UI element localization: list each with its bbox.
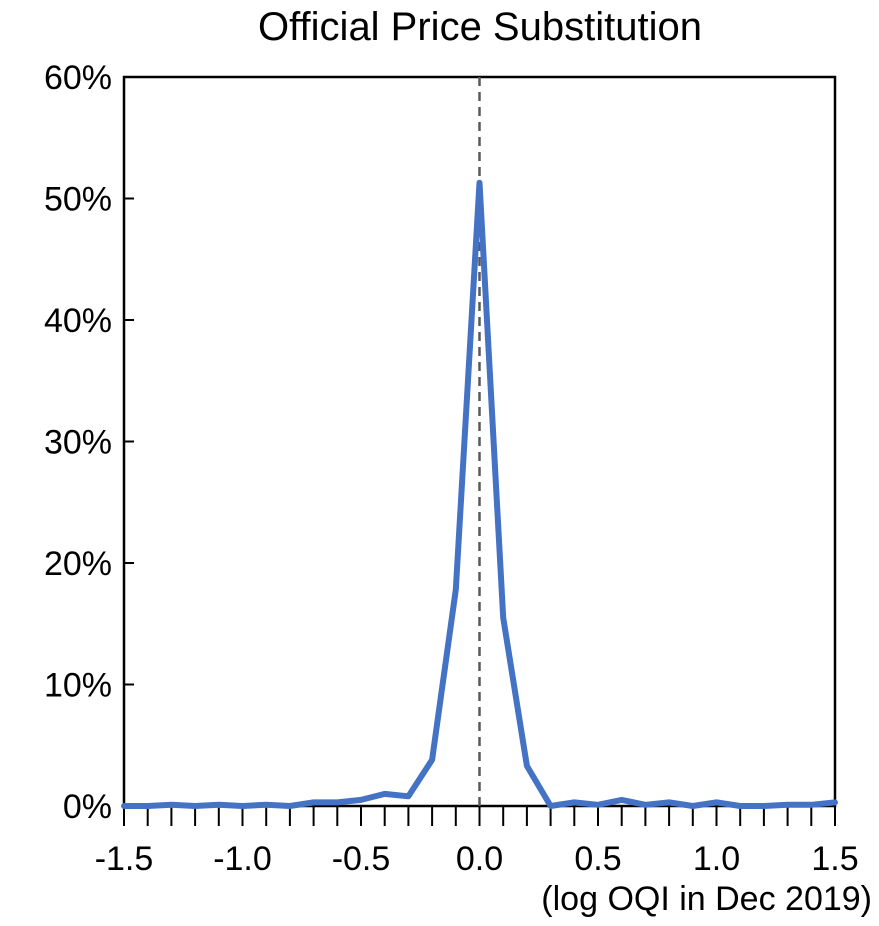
y-tick-label: 40% xyxy=(44,302,112,340)
x-tick-label: -0.5 xyxy=(332,840,391,878)
x-tick-label: 1.5 xyxy=(811,840,858,878)
y-tick-label: 50% xyxy=(44,181,112,219)
chart-title: Official Price Substitution xyxy=(258,5,702,49)
x-tick-label: -1.0 xyxy=(213,840,272,878)
y-tick-label: 10% xyxy=(44,667,112,705)
y-tick-label: 0% xyxy=(63,788,112,826)
x-tick-label: -1.5 xyxy=(95,840,154,878)
series-line xyxy=(121,179,838,809)
x-axis-label: (log OQI in Dec 2019) xyxy=(541,880,872,918)
x-tick-label: 1.0 xyxy=(693,840,740,878)
x-tick-label: 0.0 xyxy=(456,840,503,878)
axes: 0% 10% 20% 30% 40% 50% 60% -1.5 -1.0 -0.5 0.0 0.5 1.… xyxy=(44,59,859,878)
y-tick-label: 60% xyxy=(44,59,112,97)
y-tick-label: 20% xyxy=(44,545,112,583)
series-layer xyxy=(121,179,838,809)
y-tick-label: 30% xyxy=(44,424,112,462)
x-tick-label: 0.5 xyxy=(574,840,621,878)
